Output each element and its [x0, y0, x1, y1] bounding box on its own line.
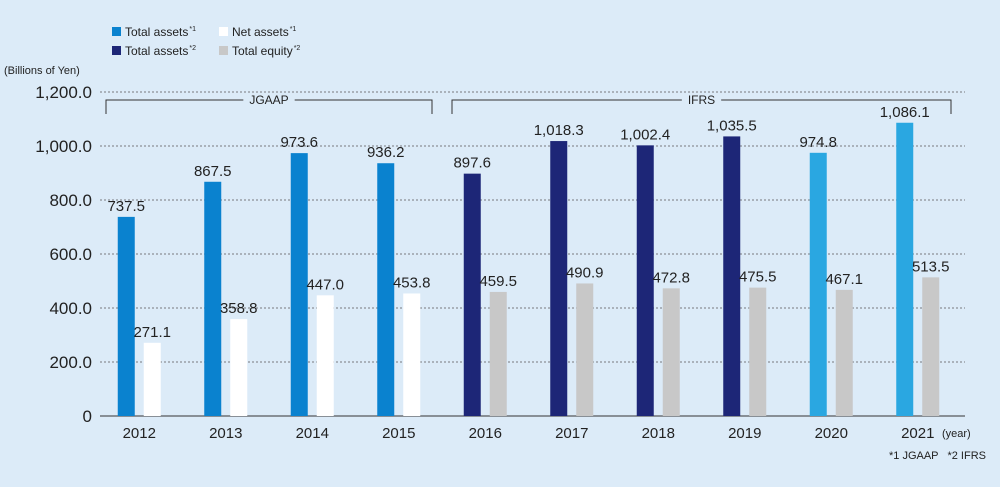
data-label-equity: 271.1	[133, 324, 171, 341]
data-label-total-assets: 1,002.4	[620, 126, 670, 143]
x-tick-label: 2021	[901, 425, 934, 442]
bar-total-assets	[290, 153, 308, 417]
y-axis-unit-label: (Billions of Yen)	[4, 65, 80, 77]
legend-superscript: *2	[189, 45, 196, 52]
legend-swatch	[112, 46, 121, 55]
legend-label: Total assets	[125, 44, 188, 58]
footnote: *1 JGAAP *2 IFRS	[889, 450, 986, 462]
y-tick-label: 200.0	[49, 353, 92, 372]
data-label-total-assets: 867.5	[194, 163, 232, 180]
data-label-total-assets: 1,035.5	[707, 117, 757, 134]
x-tick-label: 2012	[123, 425, 156, 442]
group-bracket	[294, 99, 433, 114]
bar-equity	[922, 277, 940, 416]
bar-total-assets	[723, 136, 741, 417]
y-axis-ticks: 0 200.0 400.0 600.0 800.0 1,000.0 1,200.0	[35, 83, 92, 426]
y-tick-label: 0	[83, 407, 92, 426]
data-label-equity: 447.0	[306, 276, 344, 293]
bar-total-assets	[204, 181, 222, 416]
data-label-total-assets: 974.8	[799, 134, 837, 151]
x-tick-label: 2017	[555, 425, 588, 442]
x-tick-label: 2015	[382, 425, 415, 442]
x-axis-labels: 2012 2013 2014 2015 2016 2017 2018 2019 2020 2021	[123, 425, 935, 442]
data-label-equity: 453.8	[393, 274, 431, 291]
bar-total-assets	[896, 122, 914, 417]
group-brackets: JGAAP IFRS	[105, 93, 952, 114]
data-label-total-assets: 1,086.1	[880, 104, 930, 121]
data-label-equity: 467.1	[825, 271, 863, 288]
bars: 737.5 271.1 867.5 358.8 973.6 447.0 936.2 453.8…	[107, 104, 950, 417]
group-bracket	[105, 99, 244, 114]
bar-total-assets	[377, 163, 395, 416]
bar-equity	[143, 342, 161, 416]
legend-label: Total equity	[232, 44, 293, 58]
data-label-equity: 490.9	[566, 264, 604, 281]
x-tick-label: 2018	[642, 425, 675, 442]
bar-total-assets	[809, 152, 827, 416]
group-label: IFRS	[688, 93, 715, 107]
x-tick-label: 2016	[469, 425, 502, 442]
bar-equity	[576, 283, 594, 416]
y-tick-label: 1,000.0	[35, 137, 92, 156]
bar-total-assets	[550, 141, 568, 416]
y-tick-label: 800.0	[49, 191, 92, 210]
bar-equity	[489, 291, 507, 416]
legend-superscript: *1	[189, 26, 196, 33]
bar-equity	[662, 288, 680, 416]
bar-equity	[316, 295, 334, 416]
group-bracket	[721, 99, 952, 114]
data-label-equity: 472.8	[652, 269, 690, 286]
legend-label: Total assets	[125, 25, 188, 39]
data-label-equity: 459.5	[479, 273, 517, 290]
y-tick-label: 1,200.0	[35, 83, 92, 102]
x-tick-label: 2014	[296, 425, 329, 442]
data-label-total-assets: 737.5	[107, 198, 145, 215]
x-tick-label: 2013	[209, 425, 242, 442]
legend-superscript: *2	[294, 45, 301, 52]
data-label-equity: 475.5	[739, 269, 777, 286]
legend-superscript: *1	[290, 26, 297, 33]
y-tick-label: 600.0	[49, 245, 92, 264]
y-tick-label: 400.0	[49, 299, 92, 318]
x-tick-label: 2020	[815, 425, 848, 442]
x-tick-label: 2019	[728, 425, 761, 442]
x-axis-unit-label: (year)	[942, 428, 971, 440]
data-label-total-assets: 1,018.3	[534, 122, 584, 139]
data-label-equity: 358.8	[220, 300, 258, 317]
legend-swatch	[219, 27, 228, 36]
bar-total-assets	[463, 173, 481, 416]
data-label-total-assets: 897.6	[453, 155, 491, 172]
bar-total-assets	[636, 145, 654, 417]
legend-swatch	[219, 46, 228, 55]
data-label-total-assets: 936.2	[367, 144, 405, 161]
legend-swatch	[112, 27, 121, 36]
bar-equity	[230, 319, 248, 416]
legend-label: Net assets	[232, 25, 289, 39]
data-label-equity: 513.5	[912, 258, 950, 275]
group-bracket	[451, 99, 682, 114]
group-label: JGAAP	[249, 93, 288, 107]
bar-equity	[749, 287, 767, 416]
bar-total-assets	[117, 216, 135, 416]
data-label-total-assets: 973.6	[280, 134, 318, 151]
bar-equity	[403, 293, 421, 416]
bar-equity	[835, 289, 853, 416]
